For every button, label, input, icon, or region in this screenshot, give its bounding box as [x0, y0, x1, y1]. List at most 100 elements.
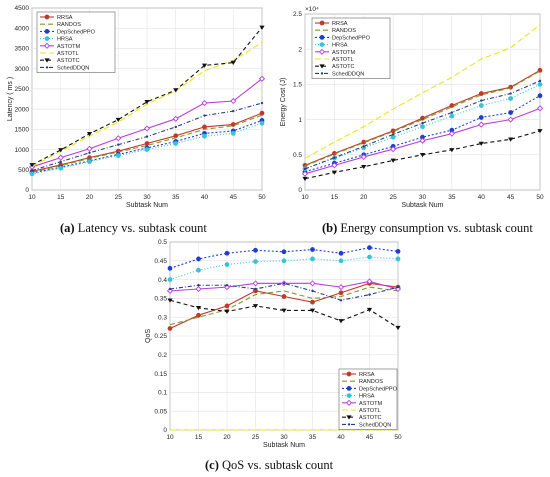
- data-point: [29, 171, 35, 177]
- x-tick-label: 15: [195, 434, 203, 441]
- data-point: [57, 154, 64, 161]
- data-point: [144, 147, 150, 152]
- data-point: [174, 125, 177, 129]
- data-point: [421, 121, 424, 125]
- data-point: [223, 284, 231, 291]
- y-tick-label: 2000: [15, 106, 30, 113]
- data-point: [366, 307, 373, 313]
- data-point: [338, 319, 344, 324]
- x-tick-label: 50: [394, 434, 402, 441]
- data-point: [478, 103, 484, 108]
- data-point: [449, 148, 455, 153]
- data-point: [44, 14, 50, 20]
- data-point: [480, 99, 483, 102]
- legend-label: RANDOS: [332, 28, 356, 34]
- data-point: [449, 113, 455, 119]
- caption-a: (a) Latency vs. subtask count: [60, 221, 207, 236]
- y-tick-label: 0: [298, 187, 302, 194]
- data-point: [339, 299, 343, 302]
- y-tick-label: 2.5: [293, 11, 302, 18]
- data-point: [318, 48, 326, 55]
- legend-label: SchedDDQN: [332, 71, 364, 77]
- x-tick-label: 25: [252, 434, 260, 441]
- data-point: [203, 114, 206, 117]
- data-point: [87, 159, 92, 165]
- data-point: [346, 393, 352, 399]
- y-tick-label: 1.5: [293, 82, 302, 89]
- legend-label: ASTOTM: [359, 401, 383, 407]
- caption-c-label: (c): [205, 458, 219, 472]
- x-axis-label: Subtask Num: [401, 202, 443, 209]
- data-point: [195, 306, 202, 311]
- data-point: [537, 93, 543, 99]
- data-point: [167, 277, 173, 282]
- series-astotc: [167, 298, 401, 331]
- data-point: [195, 285, 202, 293]
- data-point: [173, 133, 179, 139]
- data-point: [478, 141, 484, 146]
- x-tick-label: 10: [166, 434, 174, 441]
- data-point: [319, 20, 325, 26]
- data-point: [390, 146, 397, 153]
- data-point: [224, 250, 230, 256]
- data-point: [145, 135, 149, 138]
- legend-label: DepSchedPPO: [332, 35, 371, 41]
- legend-label: ASTOTC: [57, 58, 80, 64]
- x-tick-label: 40: [478, 194, 486, 201]
- data-point: [115, 153, 121, 159]
- x-tick-label: 50: [258, 194, 266, 201]
- data-point: [86, 145, 93, 152]
- data-point: [390, 134, 396, 140]
- data-point: [448, 130, 455, 137]
- data-point: [43, 42, 51, 49]
- data-point: [281, 294, 287, 299]
- data-point: [303, 167, 307, 171]
- series-astotl: [304, 24, 541, 159]
- y-tick-label: 0: [163, 427, 167, 434]
- x-tick-label: 30: [280, 434, 288, 441]
- y-tick-label: 0.35: [154, 296, 167, 303]
- caption-a-text: Latency vs. subtask count: [77, 221, 207, 235]
- x-tick-label: 35: [448, 194, 456, 201]
- series-schedddqn: [303, 79, 542, 171]
- y-tick-label: 3500: [15, 46, 30, 53]
- data-point: [310, 256, 315, 262]
- data-point: [302, 176, 308, 182]
- series-line: [169, 256, 399, 281]
- data-point: [390, 158, 396, 163]
- data-point: [319, 35, 325, 40]
- data-point: [172, 115, 179, 122]
- legend-label: RANDOS: [359, 379, 383, 385]
- data-point: [396, 285, 400, 289]
- x-tick-label: 30: [419, 194, 427, 201]
- data-point: [201, 100, 208, 107]
- data-point: [478, 115, 484, 120]
- data-point: [230, 130, 236, 136]
- series-line: [304, 70, 541, 167]
- data-point: [224, 309, 230, 314]
- legend-label: HRSA: [57, 37, 73, 43]
- data-point: [59, 160, 62, 163]
- data-point: [346, 386, 352, 391]
- y-axis-exponent: ×10⁴: [305, 6, 319, 13]
- data-point: [419, 153, 426, 158]
- legend-label: ASTOTL: [332, 57, 354, 63]
- y-tick-label: 0.45: [154, 258, 167, 265]
- y-tick-label: 0.15: [154, 371, 167, 378]
- data-point: [230, 122, 236, 127]
- data-point: [253, 247, 258, 253]
- data-point: [538, 79, 542, 83]
- data-point: [537, 82, 543, 87]
- y-axis-label: Energy Cost (J): [280, 78, 287, 127]
- data-point: [395, 249, 401, 254]
- y-tick-label: 1: [298, 117, 302, 124]
- series-depschedppo: [167, 245, 401, 271]
- y-tick-label: 0: [25, 187, 29, 194]
- legend-label: HRSA: [359, 394, 375, 400]
- y-tick-label: 1000: [15, 147, 30, 154]
- data-point: [331, 170, 337, 175]
- data-point: [395, 325, 401, 331]
- y-axis-label: QoS: [145, 329, 152, 343]
- data-point: [253, 259, 258, 264]
